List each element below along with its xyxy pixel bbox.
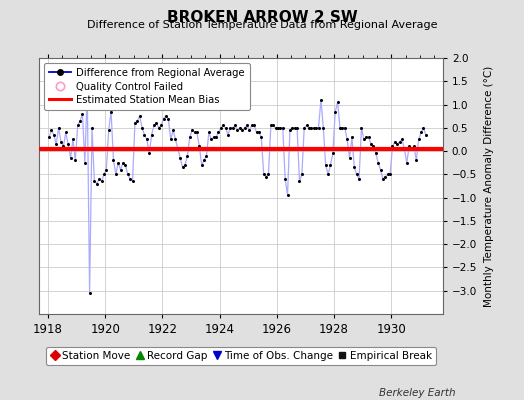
Y-axis label: Monthly Temperature Anomaly Difference (°C): Monthly Temperature Anomaly Difference (…	[484, 65, 494, 307]
Text: Difference of Station Temperature Data from Regional Average: Difference of Station Temperature Data f…	[87, 20, 437, 30]
Text: BROKEN ARROW 2 SW: BROKEN ARROW 2 SW	[167, 10, 357, 25]
Legend: Station Move, Record Gap, Time of Obs. Change, Empirical Break: Station Move, Record Gap, Time of Obs. C…	[46, 347, 436, 365]
Text: Berkeley Earth: Berkeley Earth	[379, 388, 456, 398]
